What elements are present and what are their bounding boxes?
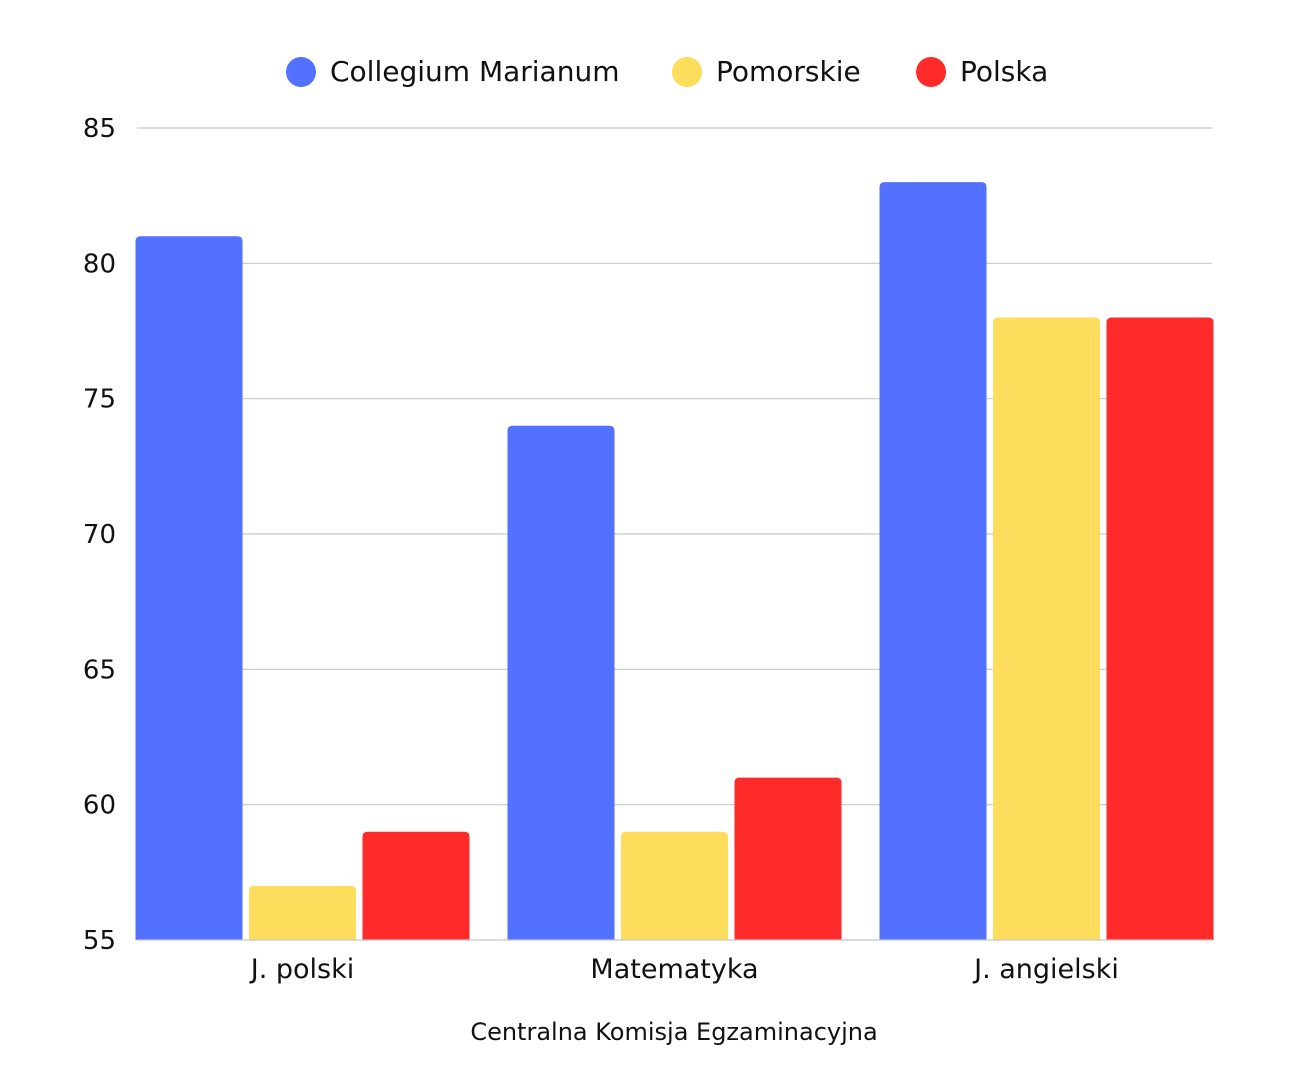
y-tick-label: 80	[83, 249, 116, 279]
legend-swatch	[286, 57, 316, 87]
bar-collegium-marianum-1	[507, 425, 615, 940]
y-tick-label: 55	[83, 926, 116, 956]
y-tick-label: 65	[83, 655, 116, 685]
x-category-label: J. polski	[249, 954, 355, 985]
bar-polska-2	[1106, 317, 1214, 940]
y-tick-label: 85	[83, 114, 116, 144]
x-category-label: Matematyka	[590, 954, 758, 985]
bar-collegium-marianum-2	[879, 182, 987, 941]
bar-pomorskie-1	[621, 831, 728, 940]
legend-label: Polska	[960, 55, 1048, 88]
y-tick-label: 75	[83, 385, 116, 415]
y-tick-label: 70	[83, 520, 116, 550]
bar-pomorskie-0	[249, 885, 356, 940]
legend-swatch	[672, 57, 702, 87]
bar-polska-1	[734, 777, 842, 940]
x-axis-label: Centralna Komisja Egzaminacyjna	[470, 1018, 877, 1046]
legend-label: Collegium Marianum	[330, 55, 619, 88]
legend-swatch	[916, 57, 946, 87]
bar-collegium-marianum-0	[135, 236, 243, 940]
bars	[135, 182, 1214, 941]
bar-pomorskie-2	[993, 317, 1100, 940]
y-tick-label: 60	[83, 791, 116, 821]
y-axis-ticks: 55 60 65 70 75 80 85	[83, 114, 116, 956]
legend-label: Pomorskie	[716, 55, 861, 88]
legend: Collegium Marianum Pomorskie Polska	[286, 55, 1048, 88]
x-category-label: J. angielski	[972, 954, 1119, 985]
x-axis-categories: J. polski Matematyka J. angielski	[249, 954, 1119, 985]
bar-polska-0	[362, 831, 470, 940]
